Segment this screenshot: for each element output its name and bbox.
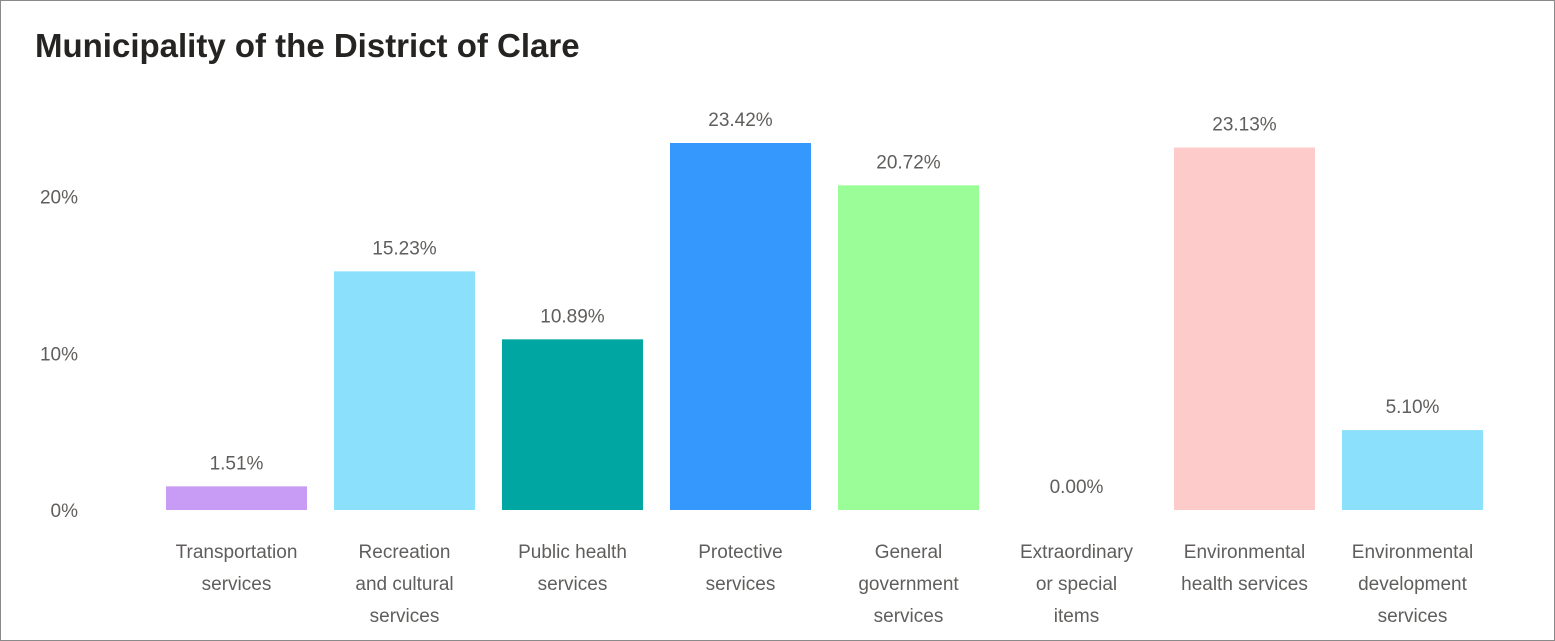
data-label: 10.89% <box>540 306 605 327</box>
x-tick-label: services <box>202 574 272 595</box>
data-label: 23.42% <box>708 110 773 131</box>
bar[interactable] <box>1174 147 1315 510</box>
x-tick-label: services <box>538 574 608 595</box>
x-tick-label: Environmental <box>1352 542 1473 563</box>
x-tick-label: or special <box>1036 574 1117 595</box>
x-tick-label: Protective <box>698 542 782 563</box>
bar[interactable] <box>502 339 643 510</box>
x-tick-label: Recreation <box>359 542 451 563</box>
x-tick-label: services <box>370 606 440 627</box>
x-tick-label: General <box>875 542 943 563</box>
data-label: 1.51% <box>210 453 264 474</box>
x-tick-label: health services <box>1181 574 1308 595</box>
x-tick-label: services <box>1378 606 1448 627</box>
x-tick-label: services <box>706 574 776 595</box>
x-tick-label: government <box>858 574 959 595</box>
data-label: 20.72% <box>876 152 941 173</box>
y-tick-label: 10% <box>40 344 78 365</box>
x-tick-label: Transportation <box>176 542 298 563</box>
x-tick-label: Public health <box>518 542 627 563</box>
data-label: 23.13% <box>1212 115 1277 136</box>
x-tick-label: services <box>874 606 944 627</box>
x-tick-label: Extraordinary <box>1020 542 1133 563</box>
data-label: 0.00% <box>1050 477 1104 498</box>
y-tick-label: 0% <box>51 501 79 522</box>
bar[interactable] <box>334 271 475 510</box>
bar[interactable] <box>838 185 979 510</box>
y-axis: 0% 10% 20% <box>40 188 78 522</box>
x-tick-label: Environmental <box>1184 542 1305 563</box>
bars <box>166 143 1483 510</box>
data-label: 5.10% <box>1386 397 1440 418</box>
data-label: 15.23% <box>372 238 437 259</box>
bar[interactable] <box>670 143 811 510</box>
data-labels: 1.51% 15.23% 10.89% 23.42% 20.72% 0.00% 23.13%… <box>210 110 1440 498</box>
x-tick-label: development <box>1358 574 1468 595</box>
bar[interactable] <box>1342 430 1483 510</box>
bar[interactable] <box>166 486 307 510</box>
chart-title: Municipality of the District of Clare <box>35 27 580 64</box>
x-tick-label: items <box>1054 606 1099 627</box>
x-tick-label: and cultural <box>355 574 453 595</box>
y-tick-label: 20% <box>40 188 78 209</box>
x-axis: Transportation services Recreation and cult… <box>176 542 1474 627</box>
